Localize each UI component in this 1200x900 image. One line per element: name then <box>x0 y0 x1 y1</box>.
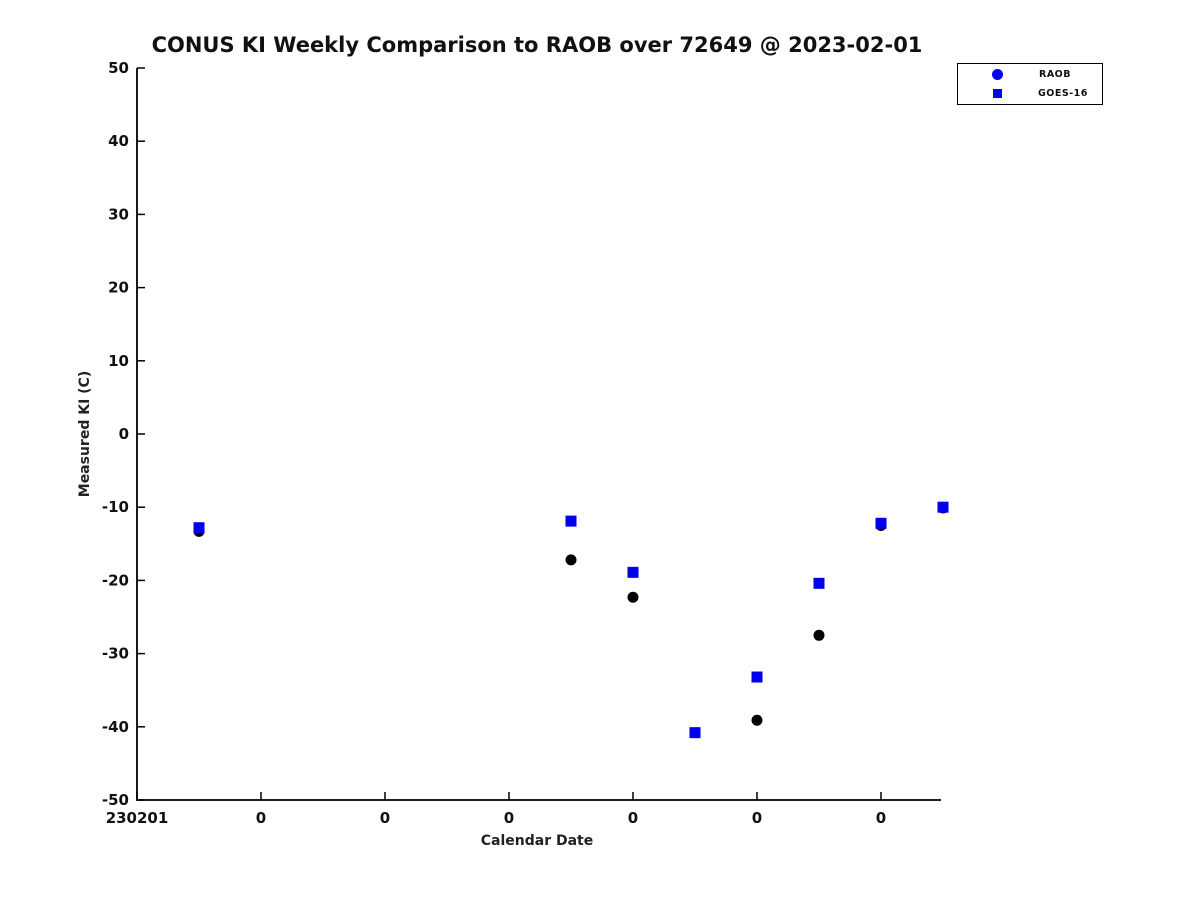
legend: RAOB GOES-16 <box>957 63 1103 105</box>
legend-label-goes16: GOES-16 <box>1038 87 1088 99</box>
goes-16-point <box>937 501 949 513</box>
goes-16-point <box>813 577 825 589</box>
goes16-legend-marker-square-icon <box>993 88 1002 98</box>
y-tick-label: -30 <box>102 645 129 663</box>
goes-16-point <box>689 727 701 739</box>
axes-lines <box>136 68 941 801</box>
chart-title: CONUS KI Weekly Comparison to RAOB over … <box>151 33 923 57</box>
x-tick-label: 230201 <box>106 809 169 827</box>
y-tick-label: 0 <box>119 425 129 443</box>
raob-point <box>627 591 639 603</box>
y-tick-label: 20 <box>108 279 129 297</box>
legend-label-raob: RAOB <box>1039 69 1071 81</box>
x-tick-label: 0 <box>628 809 638 827</box>
y-tick-label: -20 <box>102 571 129 589</box>
x-tick-label: 0 <box>876 809 886 827</box>
goes-16-point <box>565 515 577 527</box>
x-tick-label: 0 <box>752 809 762 827</box>
y-tick-label: 30 <box>108 205 129 223</box>
x-axis-label: Calendar Date <box>480 833 594 849</box>
y-tick-label: -40 <box>102 718 129 736</box>
legend-item-raob: RAOB <box>958 67 1102 82</box>
y-tick-label: -10 <box>102 498 129 516</box>
goes-16-point <box>875 517 887 529</box>
goes-16-point <box>193 522 205 534</box>
raob-point <box>565 554 577 566</box>
raob-point <box>751 714 763 726</box>
x-tick-label: 0 <box>380 809 390 827</box>
x-tick-label: 0 <box>504 809 514 827</box>
y-tick-label: -50 <box>102 791 129 809</box>
y-tick-label: 50 <box>108 59 129 77</box>
goes-16-point <box>751 671 763 683</box>
goes-16-point <box>627 566 639 578</box>
y-tick-label: 40 <box>108 132 129 150</box>
y-tick-label: 10 <box>108 352 129 370</box>
legend-item-goes16: GOES-16 <box>958 86 1102 101</box>
x-tick-label: 0 <box>256 809 266 827</box>
raob-point <box>813 629 825 641</box>
raob-legend-marker-circle-icon <box>992 69 1003 81</box>
